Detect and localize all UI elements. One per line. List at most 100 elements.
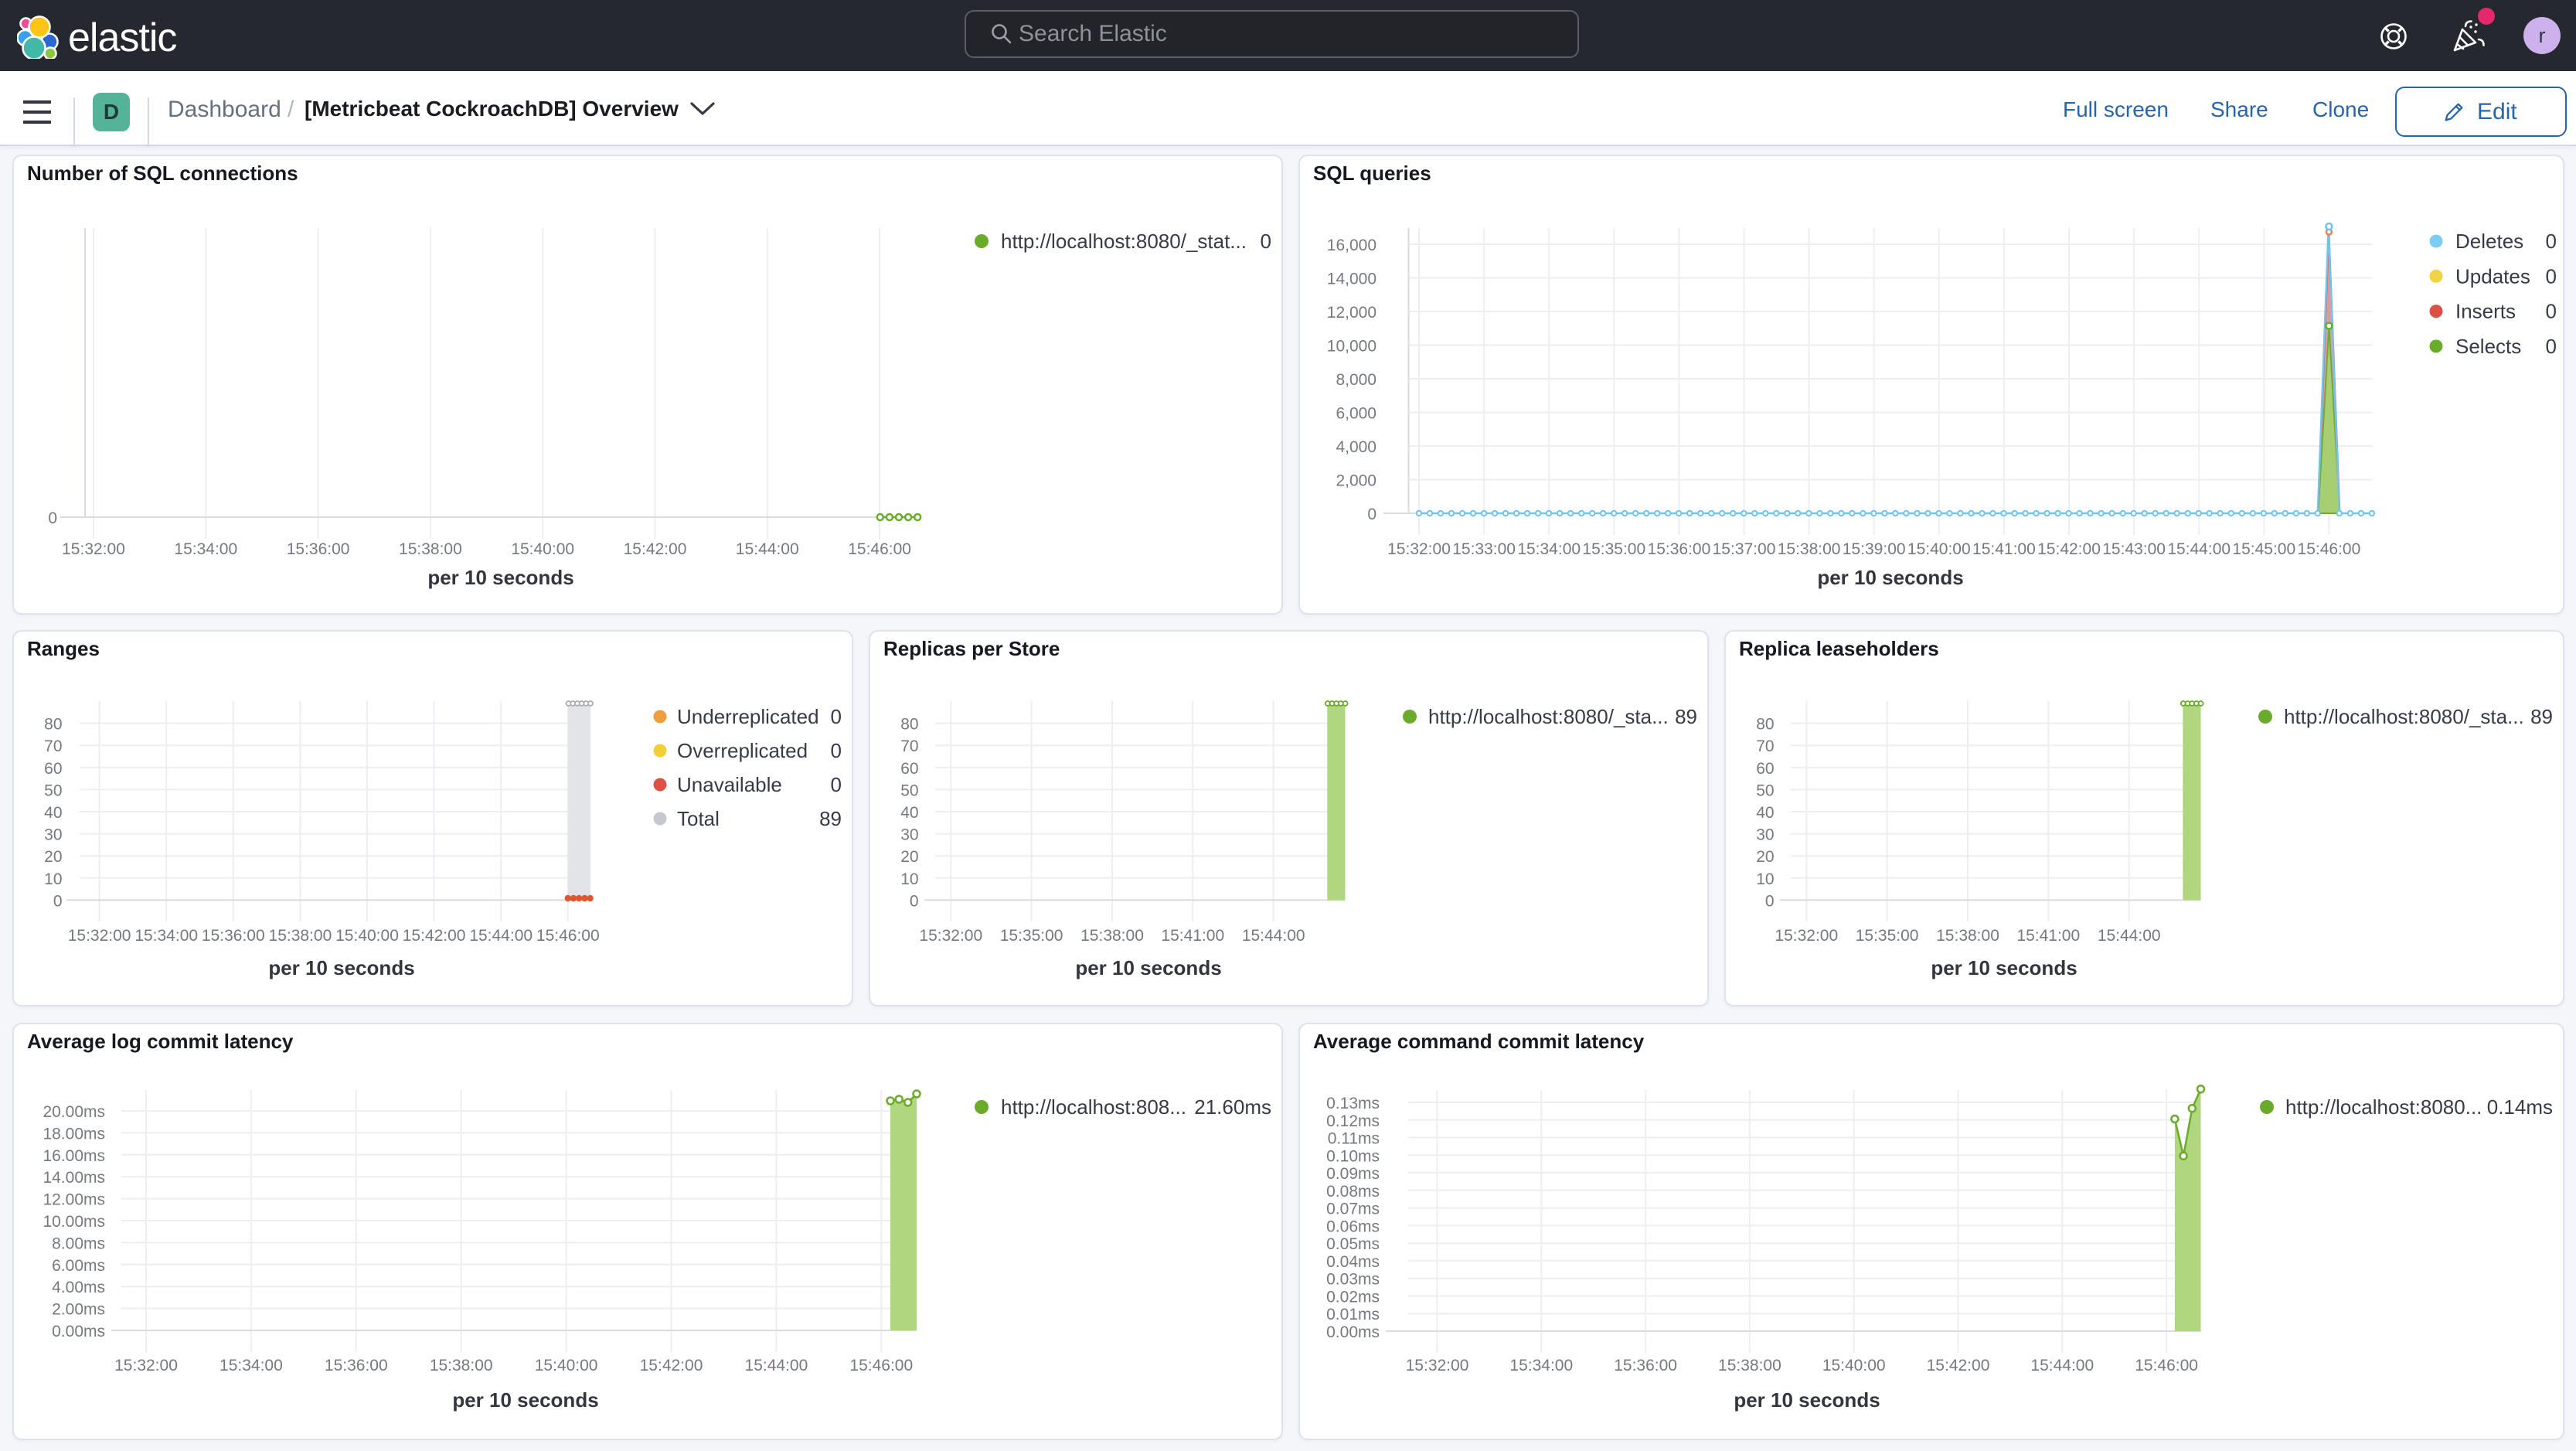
- svg-text:40: 40: [900, 804, 918, 822]
- svg-text:http://localhost:8080/_sta...: http://localhost:8080/_sta...: [1428, 705, 1669, 728]
- svg-text:per 10 seconds: per 10 seconds: [268, 956, 414, 979]
- svg-text:10: 10: [44, 870, 62, 888]
- svg-text:15:39:00: 15:39:00: [1843, 540, 1906, 558]
- svg-text:15:38:00: 15:38:00: [1080, 927, 1144, 945]
- svg-text:20: 20: [1756, 848, 1774, 866]
- svg-text:Total: Total: [677, 807, 720, 830]
- svg-text:15:36:00: 15:36:00: [202, 927, 265, 945]
- svg-text:50: 50: [900, 782, 918, 799]
- svg-text:15:45:00: 15:45:00: [2232, 540, 2295, 558]
- svg-text:15:44:00: 15:44:00: [2098, 927, 2161, 945]
- svg-text:15:38:00: 15:38:00: [1718, 1357, 1781, 1374]
- svg-text:15:32:00: 15:32:00: [1387, 540, 1451, 558]
- svg-text:30: 30: [44, 826, 62, 844]
- svg-text:60: 60: [900, 760, 918, 778]
- svg-text:15:34:00: 15:34:00: [174, 540, 237, 558]
- svg-text:Underreplicated: Underreplicated: [677, 705, 819, 728]
- svg-text:http://localhost:8080...: http://localhost:8080...: [2285, 1095, 2482, 1119]
- svg-text:50: 50: [1756, 782, 1774, 799]
- svg-text:15:40:00: 15:40:00: [1822, 1357, 1886, 1374]
- svg-text:60: 60: [1756, 760, 1774, 778]
- svg-text:http://localhost:808...: http://localhost:808...: [1001, 1095, 1186, 1119]
- svg-text:15:32:00: 15:32:00: [1775, 927, 1838, 945]
- svg-text:40: 40: [44, 804, 62, 822]
- svg-text:15:42:00: 15:42:00: [1927, 1357, 1990, 1374]
- svg-text:0: 0: [1367, 506, 1376, 523]
- svg-text:0.02ms: 0.02ms: [1326, 1289, 1380, 1306]
- svg-text:50: 50: [44, 782, 62, 799]
- svg-text:15:32:00: 15:32:00: [68, 927, 131, 945]
- svg-text:0.12ms: 0.12ms: [1326, 1112, 1380, 1130]
- svg-text:15:38:00: 15:38:00: [269, 927, 332, 945]
- svg-text:15:36:00: 15:36:00: [325, 1357, 388, 1374]
- svg-text:15:42:00: 15:42:00: [624, 540, 687, 558]
- svg-text:15:34:00: 15:34:00: [134, 927, 198, 945]
- svg-text:15:34:00: 15:34:00: [1509, 1357, 1573, 1374]
- svg-text:Updates: Updates: [2455, 264, 2530, 288]
- svg-text:60: 60: [44, 760, 62, 778]
- svg-text:15:46:00: 15:46:00: [849, 1357, 913, 1374]
- svg-text:14,000: 14,000: [1327, 271, 1376, 288]
- svg-text:0: 0: [831, 705, 842, 728]
- svg-text:15:36:00: 15:36:00: [1614, 1357, 1677, 1374]
- svg-text:15:41:00: 15:41:00: [2016, 927, 2080, 945]
- svg-text:15:38:00: 15:38:00: [1778, 540, 1841, 558]
- svg-text:15:44:00: 15:44:00: [745, 1357, 808, 1374]
- svg-text:15:46:00: 15:46:00: [848, 540, 911, 558]
- svg-text:15:38:00: 15:38:00: [399, 540, 462, 558]
- svg-text:0: 0: [53, 892, 63, 910]
- svg-text:30: 30: [1756, 826, 1774, 844]
- svg-text:4.00ms: 4.00ms: [52, 1279, 105, 1296]
- svg-text:0: 0: [1261, 230, 1271, 253]
- svg-text:15:44:00: 15:44:00: [2167, 540, 2231, 558]
- svg-text:15:36:00: 15:36:00: [1648, 540, 1711, 558]
- svg-text:15:44:00: 15:44:00: [2030, 1357, 2094, 1374]
- svg-text:0.13ms: 0.13ms: [1326, 1095, 1380, 1112]
- svg-text:0: 0: [2546, 230, 2557, 253]
- svg-text:6.00ms: 6.00ms: [52, 1257, 105, 1275]
- svg-text:15:46:00: 15:46:00: [2135, 1357, 2198, 1374]
- svg-text:15:32:00: 15:32:00: [62, 540, 125, 558]
- svg-text:Unavailable: Unavailable: [677, 773, 782, 796]
- svg-text:15:44:00: 15:44:00: [736, 540, 799, 558]
- svg-text:0.14ms: 0.14ms: [2487, 1095, 2553, 1119]
- svg-text:10.00ms: 10.00ms: [43, 1213, 105, 1231]
- svg-text:0.00ms: 0.00ms: [1326, 1323, 1380, 1341]
- svg-text:15:34:00: 15:34:00: [219, 1357, 283, 1374]
- svg-text:2.00ms: 2.00ms: [52, 1301, 105, 1319]
- svg-text:15:42:00: 15:42:00: [640, 1357, 703, 1374]
- svg-text:8.00ms: 8.00ms: [52, 1235, 105, 1252]
- svg-text:40: 40: [1756, 804, 1774, 822]
- svg-text:0: 0: [2546, 300, 2557, 323]
- svg-text:http://localhost:8080/_stat...: http://localhost:8080/_stat...: [1001, 230, 1247, 253]
- svg-text:0: 0: [831, 739, 842, 762]
- svg-text:89: 89: [819, 807, 842, 830]
- svg-text:15:35:00: 15:35:00: [1582, 540, 1645, 558]
- svg-text:0: 0: [910, 892, 919, 910]
- svg-text:Overreplicated: Overreplicated: [677, 739, 808, 762]
- svg-text:15:38:00: 15:38:00: [430, 1357, 493, 1374]
- svg-text:per 10 seconds: per 10 seconds: [427, 566, 573, 589]
- svg-text:20: 20: [900, 848, 918, 866]
- svg-text:70: 70: [1756, 737, 1774, 755]
- svg-text:per 10 seconds: per 10 seconds: [452, 1388, 598, 1412]
- svg-text:0.10ms: 0.10ms: [1326, 1147, 1380, 1165]
- svg-text:0.09ms: 0.09ms: [1326, 1165, 1380, 1183]
- svg-text:12,000: 12,000: [1327, 304, 1376, 322]
- svg-text:89: 89: [1675, 705, 1697, 728]
- svg-text:0.01ms: 0.01ms: [1326, 1306, 1380, 1323]
- svg-text:15:36:00: 15:36:00: [287, 540, 350, 558]
- svg-text:15:37:00: 15:37:00: [1713, 540, 1776, 558]
- svg-text:10: 10: [1756, 870, 1774, 888]
- svg-text:Inserts: Inserts: [2455, 300, 2516, 323]
- svg-text:21.60ms: 21.60ms: [1194, 1095, 1271, 1119]
- svg-text:15:32:00: 15:32:00: [1406, 1357, 1469, 1374]
- svg-text:15:40:00: 15:40:00: [1907, 540, 1971, 558]
- svg-text:20.00ms: 20.00ms: [43, 1103, 105, 1121]
- svg-text:70: 70: [44, 737, 62, 755]
- svg-text:80: 80: [44, 716, 62, 734]
- svg-text:0.11ms: 0.11ms: [1328, 1130, 1380, 1148]
- svg-text:Deletes: Deletes: [2455, 230, 2523, 253]
- svg-text:16.00ms: 16.00ms: [43, 1147, 105, 1165]
- svg-text:15:46:00: 15:46:00: [536, 927, 600, 945]
